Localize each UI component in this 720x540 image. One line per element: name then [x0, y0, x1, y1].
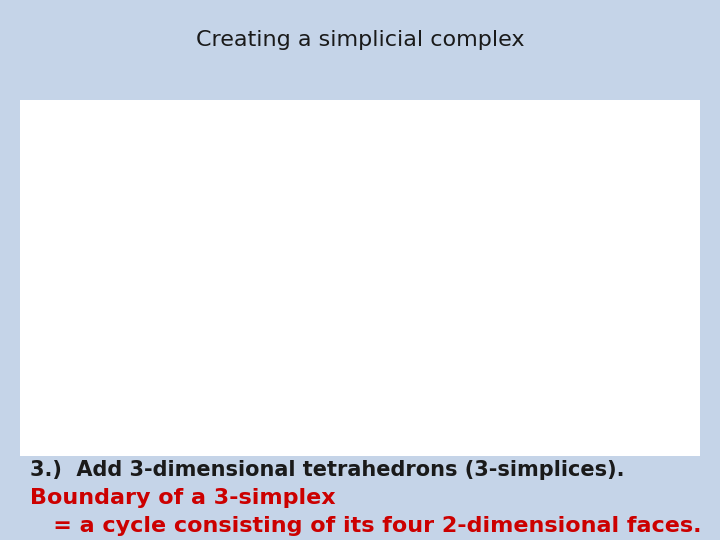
Text: 3.)  Add 3-dimensional tetrahedrons (3-simplices).: 3.) Add 3-dimensional tetrahedrons (3-si…: [30, 460, 625, 480]
Text: = a cycle consisting of its four 2-dimensional faces.: = a cycle consisting of its four 2-dimen…: [30, 516, 702, 536]
Text: Boundary of a 3-simplex: Boundary of a 3-simplex: [30, 488, 336, 508]
FancyBboxPatch shape: [20, 100, 700, 456]
Text: Creating a simplicial complex: Creating a simplicial complex: [196, 30, 524, 50]
